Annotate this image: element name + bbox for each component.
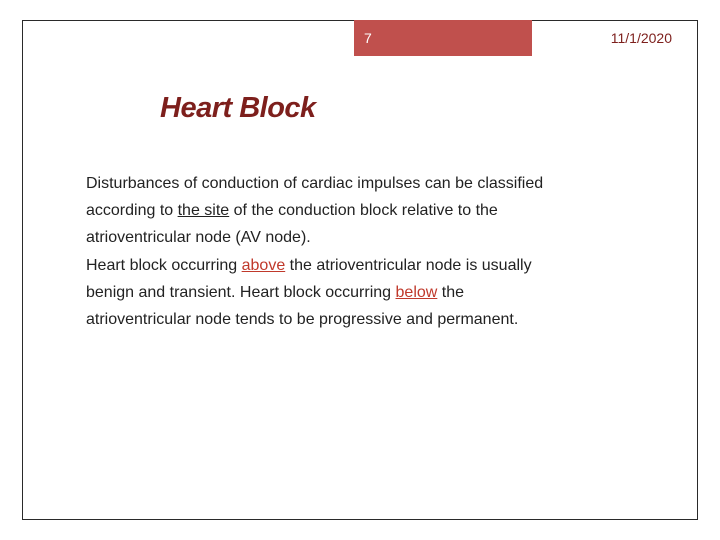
slide: 7 11/1/2020 Heart Block Disturbances of … — [0, 0, 720, 540]
body-seg6-accent: above — [242, 257, 286, 274]
page-number: 7 — [364, 30, 372, 46]
body-seg8-accent: below — [396, 284, 438, 301]
body-text: Disturbances of conduction of cardiac im… — [86, 170, 556, 333]
body-seg2-underlined: the site — [178, 202, 230, 219]
date-text: 11/1/2020 — [611, 30, 672, 46]
body-seg5: Heart block occurring — [86, 257, 242, 274]
page-number-bar: 7 — [354, 20, 532, 56]
date-box: 11/1/2020 — [611, 20, 698, 56]
slide-title: Heart Block — [160, 92, 316, 125]
